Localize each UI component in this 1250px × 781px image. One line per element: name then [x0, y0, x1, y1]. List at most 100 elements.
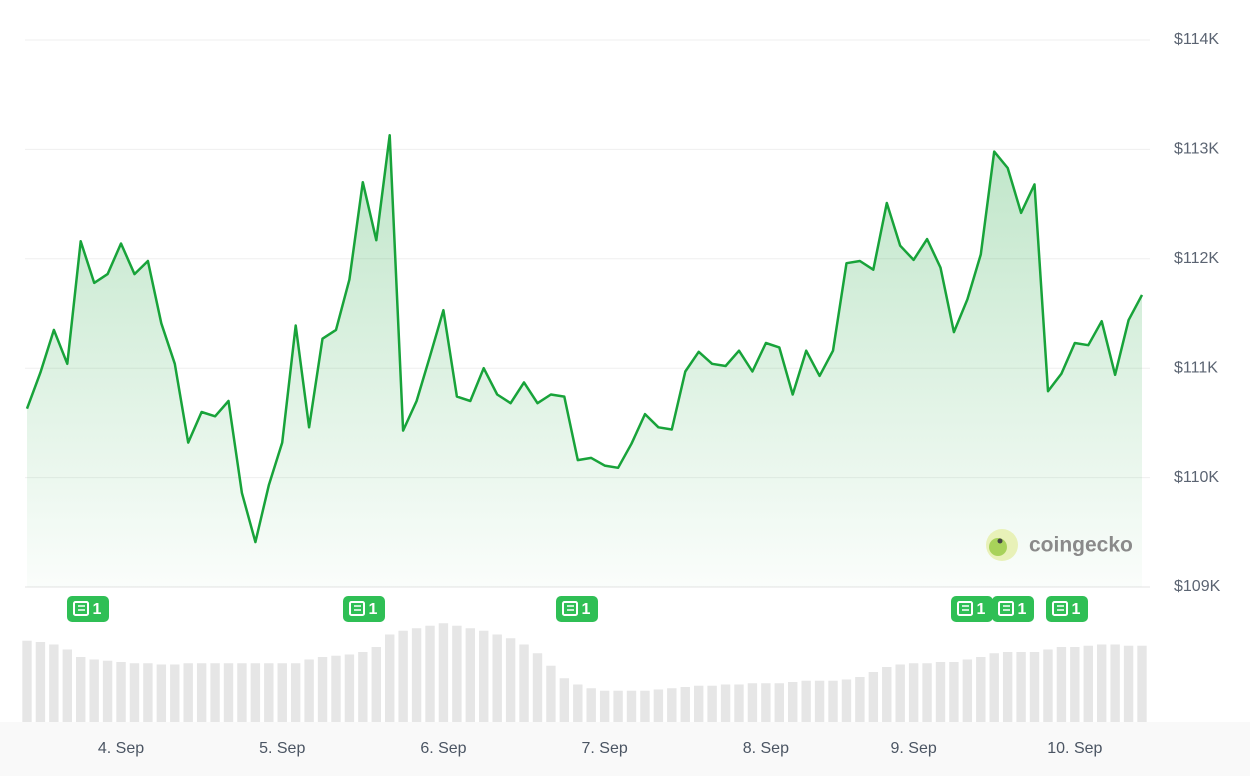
volume-bar	[196, 663, 207, 722]
volume-bar	[398, 630, 408, 722]
news-icon	[73, 601, 89, 616]
volume-bar	[425, 625, 435, 722]
volume-bar	[76, 657, 86, 722]
news-icon	[349, 601, 365, 616]
y-tick-label: $113K	[1174, 141, 1219, 158]
volume-bar	[653, 689, 664, 722]
volume-bar	[264, 663, 274, 722]
volume-bar	[143, 663, 153, 722]
volume-bar	[693, 685, 704, 722]
volume-bar	[22, 640, 32, 722]
volume-bar	[317, 657, 328, 722]
news-marker[interactable]: 1	[67, 596, 109, 622]
volume-bar	[1070, 647, 1080, 722]
volume-bar	[116, 662, 126, 722]
volume-bar	[707, 685, 717, 722]
x-tick-label: 8. Sep	[743, 740, 789, 757]
news-marker[interactable]: 1	[343, 596, 385, 622]
volume-bar	[411, 628, 422, 722]
volume-bar	[210, 663, 220, 722]
volume-bar	[788, 682, 798, 722]
volume-bar	[62, 649, 73, 722]
news-icon	[1052, 601, 1068, 616]
volume-bar	[1123, 645, 1134, 722]
volume-bar	[734, 684, 744, 722]
volume-bar	[814, 680, 825, 722]
watermark-text: coingecko	[1029, 534, 1133, 557]
volume-bar	[855, 677, 865, 722]
x-tick-label: 5. Sep	[259, 740, 305, 757]
volume-bar	[1016, 652, 1026, 722]
volume-bar	[828, 680, 838, 722]
volume-bar	[1137, 645, 1147, 722]
volume-bar	[720, 684, 731, 722]
news-count: 1	[977, 601, 986, 618]
price-area	[27, 135, 1142, 587]
volume-bar	[895, 664, 905, 722]
volume-bar	[479, 630, 489, 722]
news-marker[interactable]: 1	[1046, 596, 1088, 622]
volume-bar	[559, 678, 570, 722]
watermark-logo-inner	[989, 538, 1007, 556]
x-tick-label: 6. Sep	[420, 740, 466, 757]
volume-bar	[774, 683, 784, 722]
volume-bar	[290, 663, 301, 722]
volume-bar	[519, 644, 529, 722]
volume-bar	[49, 644, 59, 722]
news-count: 1	[1072, 601, 1081, 618]
y-tick-label: $114K	[1174, 31, 1219, 48]
news-marker[interactable]: 1	[951, 596, 993, 622]
volume-bar	[546, 665, 556, 722]
volume-bar	[465, 628, 476, 722]
volume-bar	[250, 663, 261, 722]
volume-bar	[599, 690, 610, 722]
x-tick-label: 10. Sep	[1047, 740, 1102, 757]
volume-bar	[680, 687, 690, 722]
volume-bar	[223, 663, 234, 722]
volume-bar	[156, 664, 167, 722]
y-tick-label: $112K	[1174, 250, 1219, 267]
news-count: 1	[1018, 601, 1027, 618]
volume-bar	[1002, 652, 1013, 722]
volume-bar	[761, 683, 771, 722]
news-icon	[998, 601, 1014, 616]
volume-bar	[304, 659, 314, 722]
news-icon	[957, 601, 973, 616]
volume-bar	[882, 667, 892, 722]
volume-bar	[949, 662, 959, 722]
watermark: coingecko	[986, 529, 1133, 561]
volume-bar	[962, 659, 973, 722]
volume-bar	[976, 657, 986, 722]
volume-bar	[452, 625, 462, 722]
volume-bar	[935, 662, 946, 722]
news-marker[interactable]: 1	[992, 596, 1034, 622]
volume-bar	[170, 664, 180, 722]
x-tick-label: 9. Sep	[890, 740, 936, 757]
volume-bar	[640, 690, 650, 722]
volume-bar	[747, 683, 758, 722]
news-marker[interactable]: 1	[556, 596, 598, 622]
volume-bar	[801, 680, 811, 722]
price-line	[25, 133, 1144, 544]
y-tick-label: $109K	[1174, 578, 1221, 595]
volume-bar	[237, 663, 247, 722]
volume-bar	[1083, 645, 1093, 722]
x-tick-label: 7. Sep	[582, 740, 628, 757]
volume-bar	[626, 690, 637, 722]
volume-bar	[1043, 649, 1053, 722]
volume-bar	[922, 663, 932, 722]
volume-bar	[908, 663, 919, 722]
volume-bar	[505, 638, 516, 722]
volume-bar	[371, 647, 381, 722]
news-icon	[562, 601, 578, 616]
volume-bar	[492, 634, 502, 722]
volume-bar	[841, 679, 852, 722]
volume-bar	[358, 652, 368, 722]
volume-bar	[989, 653, 999, 722]
volume-bar	[1110, 644, 1120, 722]
x-axis-band	[0, 722, 1250, 776]
volume-bar	[438, 623, 449, 722]
volume-bar	[89, 659, 99, 722]
